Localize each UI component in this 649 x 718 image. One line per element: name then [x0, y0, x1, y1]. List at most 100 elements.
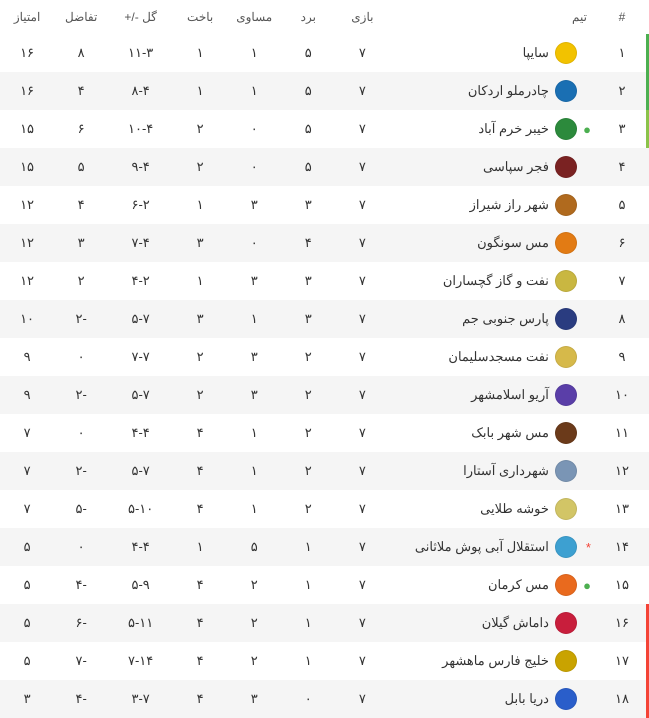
diff-cell: ۰ — [54, 414, 108, 452]
team-logo — [555, 460, 577, 482]
rank-value: ۷ — [618, 273, 625, 288]
draws-cell: ۱ — [227, 452, 281, 490]
diff-cell: ۸ — [54, 34, 108, 72]
wins-cell: ۵ — [281, 148, 335, 186]
table-row: ۱۰آریو اسلامشهر۷۲۳۲۵-۷-۲۹ — [0, 376, 649, 414]
rank-cell: ۱۷ — [595, 642, 649, 680]
diff-cell: ۰ — [54, 338, 108, 376]
points-cell: ۵ — [0, 566, 54, 604]
table-row: ۱۲شهرداری آستارا۷۲۱۴۵-۷-۲۷ — [0, 452, 649, 490]
wins-cell: ۱ — [281, 604, 335, 642]
rank-value: ۲ — [618, 83, 625, 98]
change-marker: * — [583, 541, 591, 554]
header-diff: تفاضل — [54, 0, 108, 34]
team-cell: نفت و گاز گچساران — [389, 262, 595, 300]
table-row: ۴فجر سپاسی۷۵۰۲۹-۴۵۱۵ — [0, 148, 649, 186]
goals-cell: ۹-۴ — [108, 148, 173, 186]
played-cell: ۷ — [335, 148, 389, 186]
team-name: نفت مسجدسلیمان — [448, 349, 549, 365]
rank-cell: ۴ — [595, 148, 649, 186]
rank-value: ۸ — [618, 311, 625, 326]
team-name: شهرداری آستارا — [463, 463, 549, 479]
team-name: استقلال آبی پوش ملاثانی — [415, 539, 549, 555]
table-row: ۱۱مس شهر بابک۷۲۱۴۴-۴۰۷ — [0, 414, 649, 452]
team-logo — [555, 536, 577, 558]
table-row: ۲چادرملو اردکان۷۵۱۱۸-۴۴۱۶ — [0, 72, 649, 110]
table-row: ۱۸دریا بابل۷۰۳۴۳-۷-۴۳ — [0, 680, 649, 718]
rank-value: ۱۷ — [615, 653, 629, 668]
rank-value: ۶ — [618, 235, 625, 250]
table-row: ۵شهر راز شیراز۷۳۳۱۶-۲۴۱۲ — [0, 186, 649, 224]
team-cell: سایپا — [389, 34, 595, 72]
wins-cell: ۵ — [281, 72, 335, 110]
points-cell: ۷ — [0, 490, 54, 528]
rank-cell: ۱ — [595, 34, 649, 72]
diff-cell: -۲ — [54, 376, 108, 414]
diff-cell: ۳ — [54, 224, 108, 262]
diff-cell: -۴ — [54, 566, 108, 604]
wins-cell: ۲ — [281, 452, 335, 490]
diff-cell: -۶ — [54, 604, 108, 642]
points-cell: ۱۵ — [0, 148, 54, 186]
table-row: ۶مس سونگون۷۴۰۳۷-۴۳۱۲ — [0, 224, 649, 262]
team-logo — [555, 156, 577, 178]
team-name: مس کرمان — [488, 577, 549, 593]
team-name: نفت و گاز گچساران — [443, 273, 549, 289]
rank-value: ۵ — [618, 197, 625, 212]
team-cell: شهر راز شیراز — [389, 186, 595, 224]
goals-cell: ۱۱-۳ — [108, 34, 173, 72]
team-name: داماش گیلان — [482, 615, 549, 631]
table-row: ۱۴*استقلال آبی پوش ملاثانی۷۱۵۱۴-۴۰۵ — [0, 528, 649, 566]
draws-cell: ۳ — [227, 186, 281, 224]
rank-cell: ۷ — [595, 262, 649, 300]
team-logo — [555, 308, 577, 330]
team-name: خوشه طلایی — [480, 501, 549, 517]
draws-cell: ۰ — [227, 110, 281, 148]
losses-cell: ۴ — [173, 452, 227, 490]
change-marker: ● — [583, 579, 591, 592]
rank-cell: ۱۸ — [595, 680, 649, 718]
table-row: ۱۳خوشه طلایی۷۲۱۴۵-۱۰-۵۷ — [0, 490, 649, 528]
losses-cell: ۱ — [173, 528, 227, 566]
wins-cell: ۵ — [281, 34, 335, 72]
table-row: ۹نفت مسجدسلیمان۷۲۳۲۷-۷۰۹ — [0, 338, 649, 376]
team-cell: داماش گیلان — [389, 604, 595, 642]
points-cell: ۱۶ — [0, 72, 54, 110]
wins-cell: ۳ — [281, 300, 335, 338]
losses-cell: ۲ — [173, 338, 227, 376]
losses-cell: ۱ — [173, 72, 227, 110]
played-cell: ۷ — [335, 566, 389, 604]
rank-cell: ۱۵ — [595, 566, 649, 604]
team-logo — [555, 42, 577, 64]
goals-cell: ۴-۲ — [108, 262, 173, 300]
played-cell: ۷ — [335, 186, 389, 224]
diff-cell: -۲ — [54, 300, 108, 338]
goals-cell: ۳-۷ — [108, 680, 173, 718]
draws-cell: ۳ — [227, 680, 281, 718]
rank-cell: ۵ — [595, 186, 649, 224]
team-name: فجر سپاسی — [483, 159, 549, 175]
played-cell: ۷ — [335, 490, 389, 528]
team-logo — [555, 232, 577, 254]
team-logo — [555, 194, 577, 216]
rank-value: ۱۸ — [615, 691, 629, 706]
rank-cell: ۲ — [595, 72, 649, 110]
team-logo — [555, 574, 577, 596]
team-cell: ●خیبر خرم آباد — [389, 110, 595, 148]
rank-value: ۳ — [618, 121, 625, 136]
played-cell: ۷ — [335, 528, 389, 566]
wins-cell: ۲ — [281, 414, 335, 452]
wins-cell: ۳ — [281, 262, 335, 300]
header-draws: مساوی — [227, 0, 281, 34]
team-name: چادرملو اردکان — [468, 83, 549, 99]
header-team: تیم — [389, 0, 595, 34]
draws-cell: ۰ — [227, 224, 281, 262]
losses-cell: ۴ — [173, 604, 227, 642]
team-logo — [555, 80, 577, 102]
header-losses: باخت — [173, 0, 227, 34]
team-name: خیبر خرم آباد — [478, 121, 549, 137]
team-logo — [555, 498, 577, 520]
wins-cell: ۴ — [281, 224, 335, 262]
team-cell: شهرداری آستارا — [389, 452, 595, 490]
points-cell: ۷ — [0, 414, 54, 452]
